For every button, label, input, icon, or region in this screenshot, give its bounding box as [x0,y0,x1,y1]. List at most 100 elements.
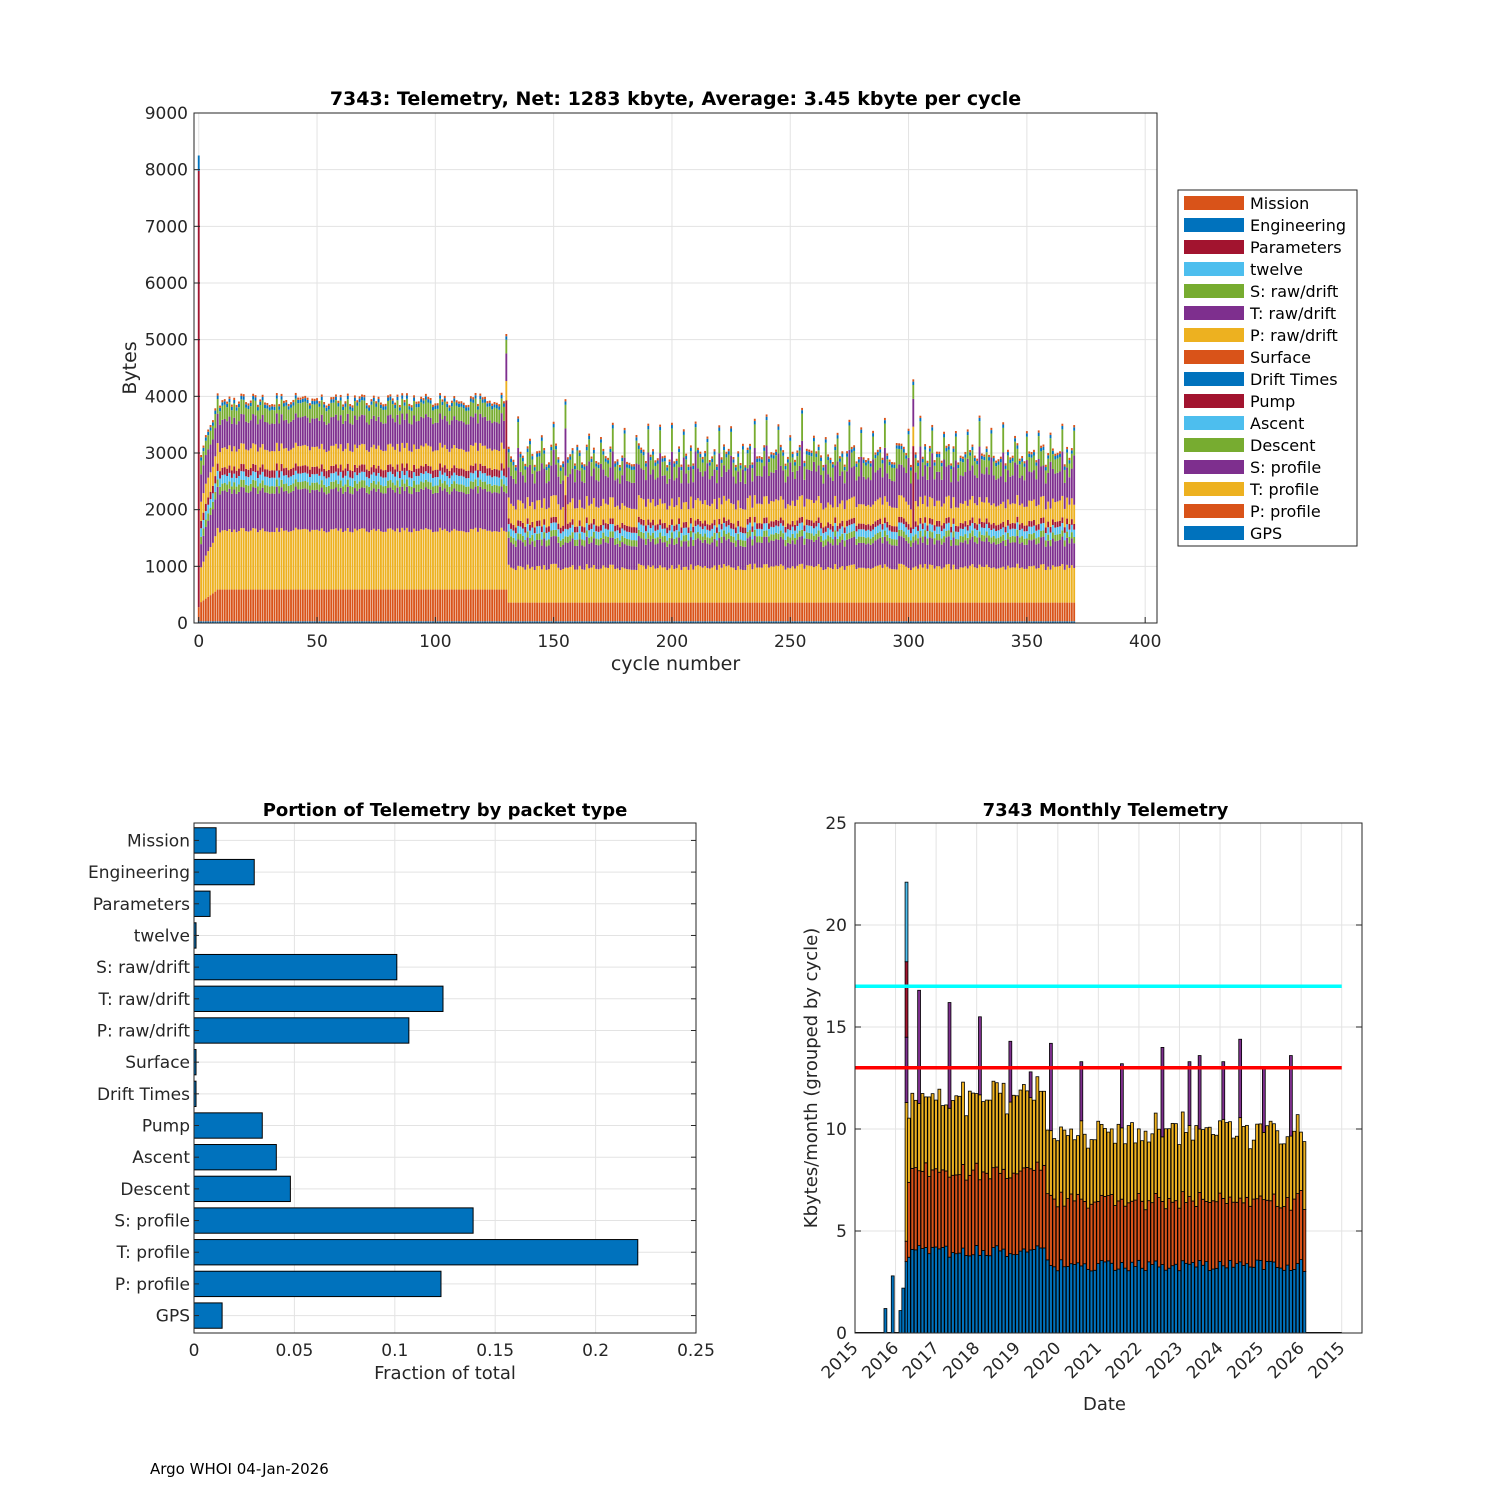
top-bar-segment [888,544,891,569]
top-bar-segment [543,621,546,623]
top-bar-segment [259,621,262,623]
top-bar-segment [228,398,231,403]
top-bar-segment [836,432,839,436]
top-bar-segment [226,468,229,477]
top-bar-segment [1016,563,1019,603]
top-bar-segment [642,451,645,456]
top-bar-segment [711,456,714,459]
top-bar-segment [531,566,534,603]
top-bar-segment [663,475,666,504]
top-bar-segment [375,530,378,590]
top-bar-segment [734,546,737,571]
top-bar-segment [448,451,451,471]
top-bar-segment [921,523,924,530]
top-bar-segment [611,621,614,623]
top-bar-segment [978,421,981,447]
top-bar-segment [514,483,517,510]
top-bar-segment [1033,621,1035,623]
top-bar-segment [739,481,742,509]
top-bar-segment [588,602,591,622]
top-bar-segment [316,529,318,590]
top-bar-segment [791,454,794,458]
top-bar-segment [964,472,967,501]
top-bar-segment [647,602,650,622]
top-bar-segment [204,503,207,512]
top-bar-segment [571,468,574,499]
monthly-bar [1025,1090,1030,1168]
top-bar-segment [1051,450,1054,455]
top-bar-segment [271,477,274,487]
top-bar-segment [285,405,288,420]
top-bar-segment [559,546,562,571]
top-bar-segment [829,463,832,478]
top-bar-segment [351,478,354,487]
top-bar-segment [268,470,271,479]
top-bar-segment [853,564,856,603]
top-bar-segment [524,463,527,467]
top-bar-segment [581,545,583,570]
top-bar-segment [510,503,512,524]
top-bar-segment [654,465,657,480]
top-bar-segment [450,468,453,476]
top-bar-segment [938,526,941,534]
top-bar-segment [318,475,321,485]
top-bar-segment [566,459,569,463]
monthly-bar [1140,1200,1145,1269]
top-bar-segment [564,528,567,537]
top-bar-segment [936,500,938,521]
top-bar-segment [545,621,548,623]
top-bar-segment [500,395,503,399]
top-bar-segment [910,621,912,623]
top-bar-segment [332,402,335,417]
top-bar-segment [323,402,326,405]
top-bar-segment [268,589,271,622]
top-bar-segment [874,540,877,567]
top-bar-segment [1054,459,1057,474]
top-bar-segment [744,621,747,623]
monthly-bar [1174,1123,1178,1202]
monthly-bar [1076,1262,1080,1334]
top-bar-segment [533,546,536,570]
top-bar-segment [902,531,905,538]
top-bar-segment [346,528,349,590]
monthly-bar [1099,1260,1104,1334]
top-bar-segment [202,465,205,494]
top-bar-segment [394,449,397,470]
top-bar-segment [275,486,278,528]
top-bar-segment [557,602,560,622]
top-bar-segment [746,538,749,566]
top-bar-segment [912,446,915,530]
top-bar-segment [685,621,688,623]
top-bar-segment [455,448,458,468]
top-bar-segment [891,507,893,527]
top-bar-segment [760,621,763,623]
top-bar-segment [1021,503,1024,524]
top-bar-segment [1068,457,1071,461]
top-bar-segment [285,483,288,491]
top-bar-segment [597,621,600,623]
top-bar-segment [874,454,877,459]
top-bar-segment [540,539,543,546]
top-bar-segment [216,413,219,444]
top-bar-segment [221,530,224,590]
top-bar-segment [734,467,737,471]
top-bar-segment [742,469,744,510]
top-bar-segment [273,451,276,471]
top-bar-segment [346,413,349,444]
top-bar-segment [720,621,723,623]
top-bar-segment [592,498,595,519]
top-bar-segment [505,336,508,340]
top-bar-segment [254,621,257,623]
top-bar-segment [1023,568,1026,603]
top-bar-segment [708,465,711,480]
top-bar-segment [564,602,567,622]
top-bar-segment [562,507,565,526]
top-bar-segment [325,478,328,487]
top-bar-segment [914,602,917,622]
top-bar-segment [910,527,912,534]
top-bar-segment [351,470,354,479]
top-bar-segment [424,471,427,480]
top-bar-segment [484,402,486,417]
top-bar-segment [966,431,969,436]
top-bar-segment [812,567,815,603]
